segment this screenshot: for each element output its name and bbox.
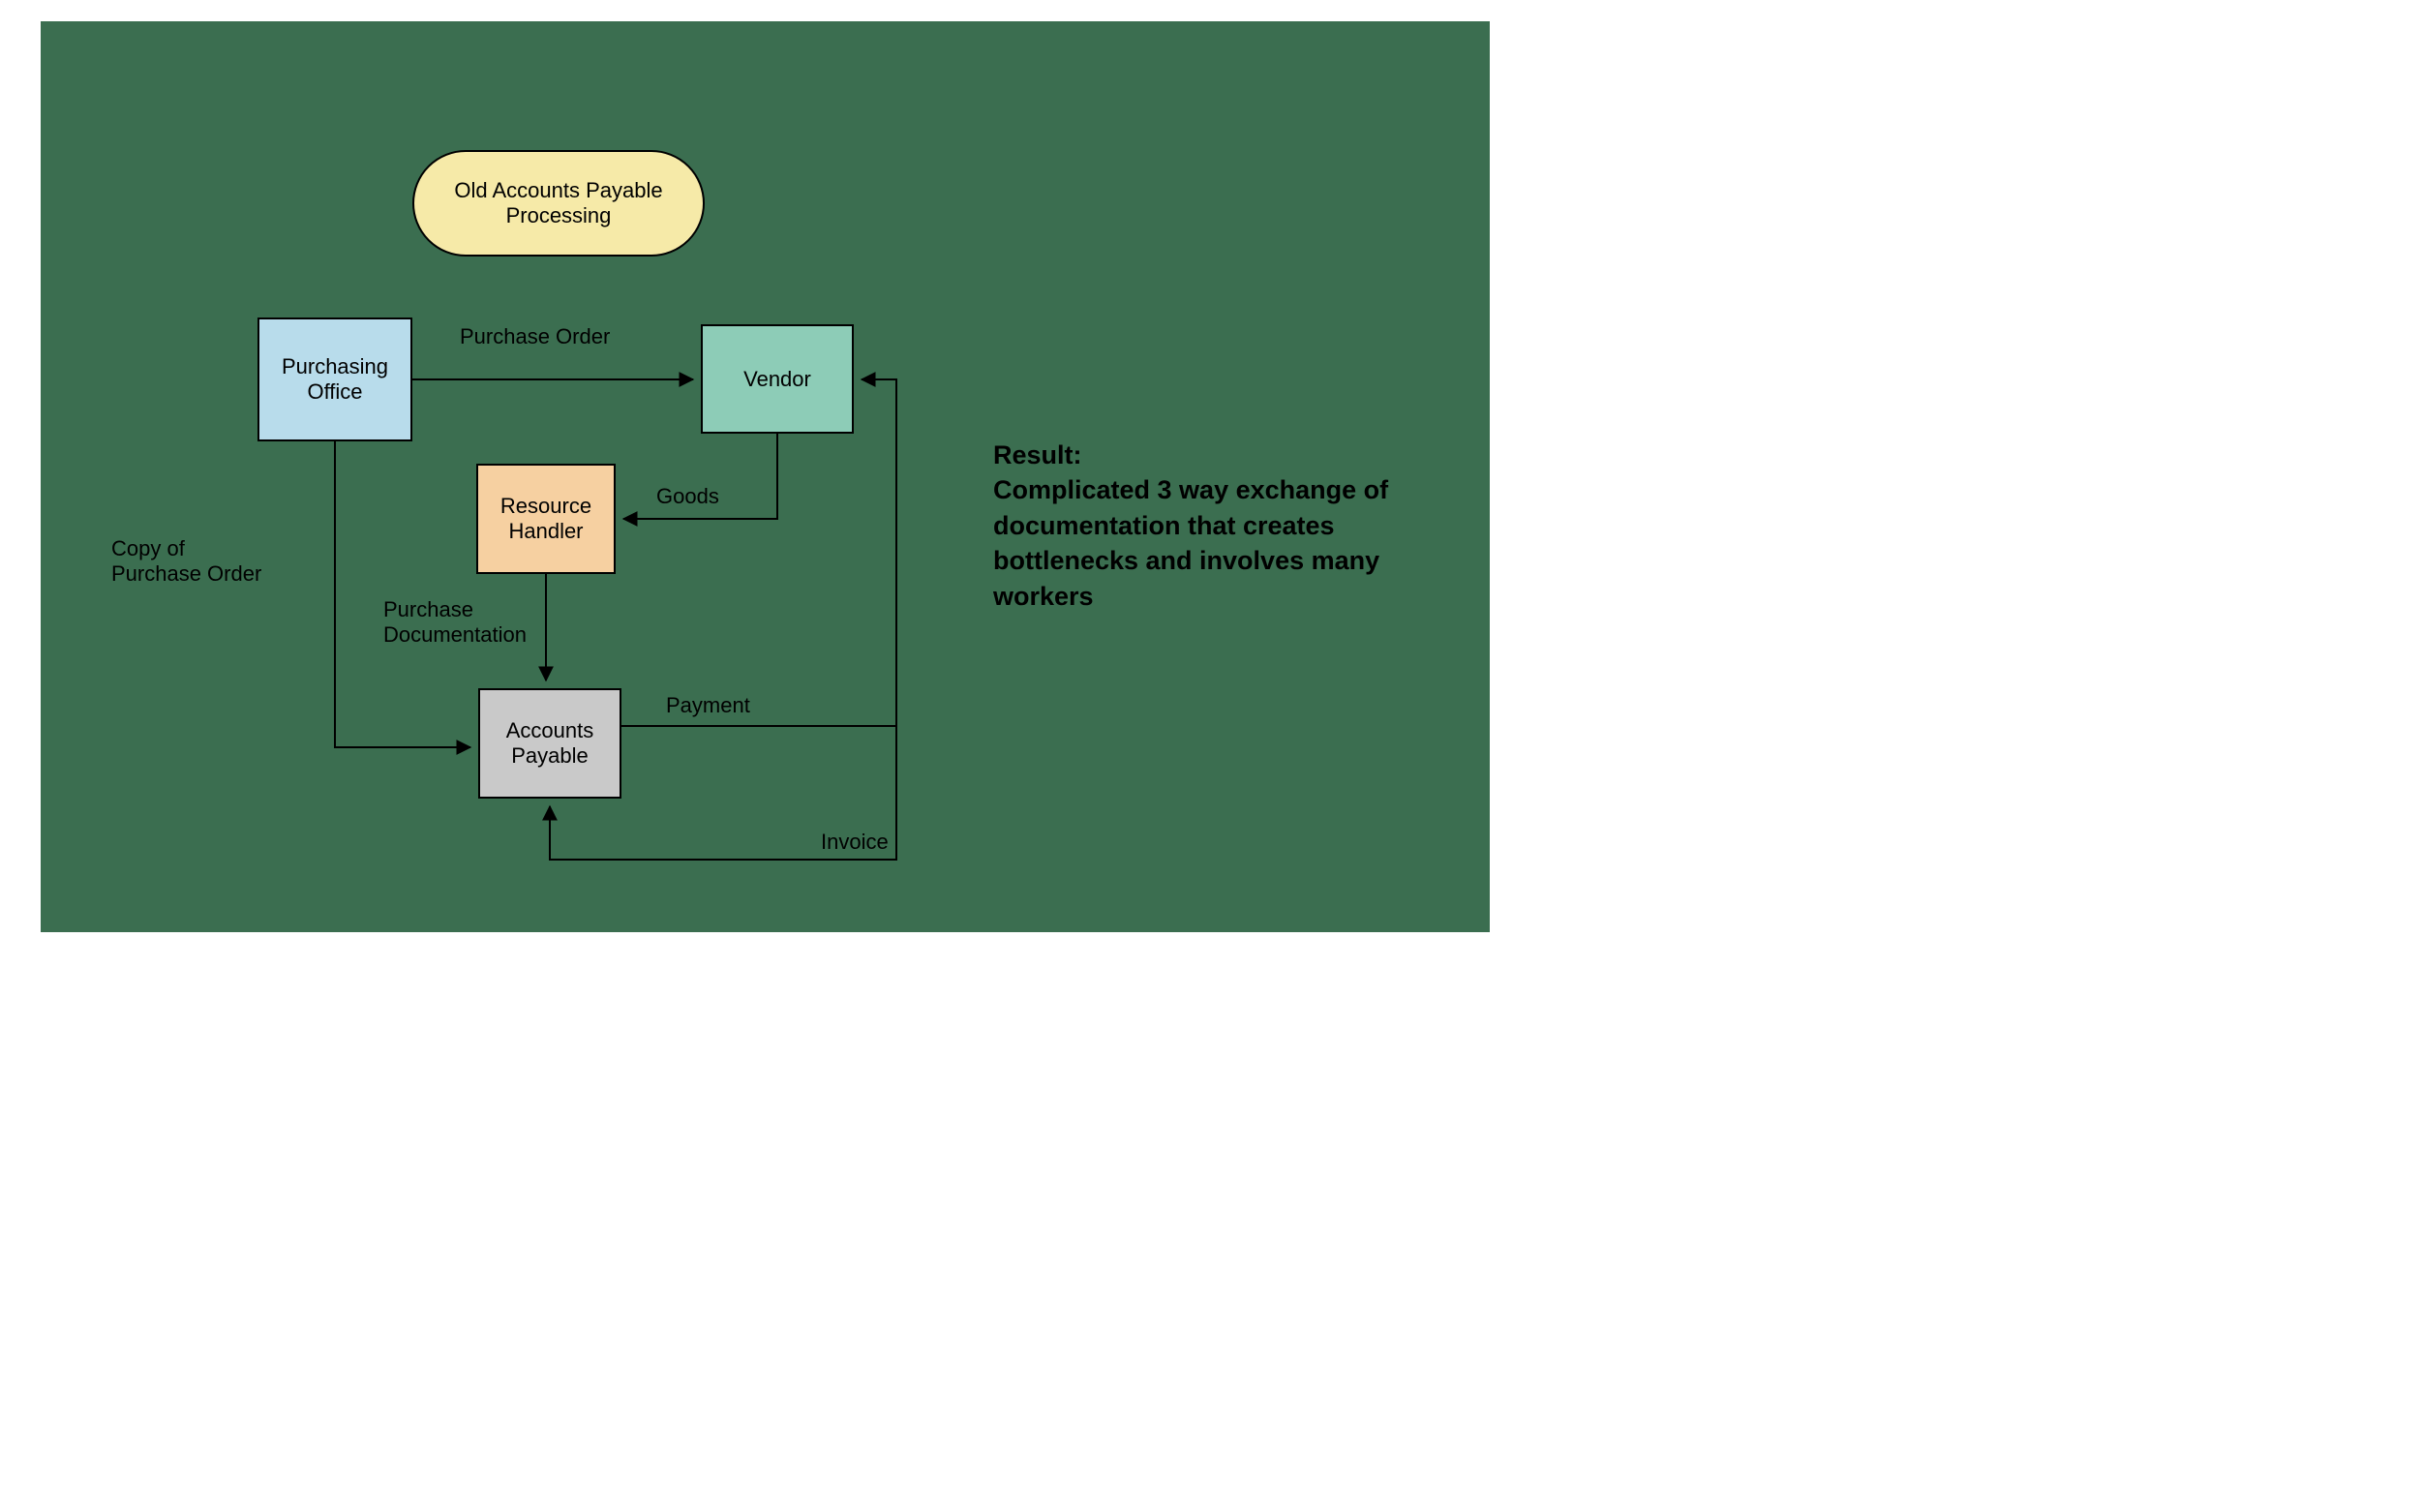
- accounts-payable-node: Accounts Payable: [478, 688, 621, 799]
- result-text: Result: Complicated 3 way exchange of do…: [993, 438, 1409, 614]
- label-purchase-order: Purchase Order: [460, 324, 610, 349]
- resource-line1: Resource: [500, 494, 591, 518]
- result-heading: Result:: [993, 440, 1082, 469]
- title-line2: Processing: [506, 203, 612, 227]
- label-copy-purchase-order: Copy of Purchase Order: [111, 536, 261, 588]
- label-purchase-documentation: Purchase Documentation: [383, 597, 527, 649]
- accounts-line1: Accounts: [506, 718, 594, 742]
- vendor-line1: Vendor: [743, 367, 811, 391]
- label-payment: Payment: [666, 693, 750, 718]
- purchasing-office-node: Purchasing Office: [257, 318, 412, 441]
- accounts-line2: Payable: [511, 743, 589, 768]
- title-line1: Old Accounts Payable: [454, 178, 662, 202]
- purchasing-line2: Office: [307, 379, 362, 404]
- resource-handler-node: Resource Handler: [476, 464, 616, 574]
- title-node: Old Accounts Payable Processing: [412, 150, 705, 257]
- vendor-node: Vendor: [701, 324, 854, 434]
- purchasing-line1: Purchasing: [282, 354, 388, 378]
- resource-line2: Handler: [508, 519, 583, 543]
- result-body: Complicated 3 way exchange of documentat…: [993, 475, 1388, 610]
- label-invoice: Invoice: [821, 830, 889, 855]
- label-goods: Goods: [656, 484, 719, 509]
- diagram-canvas: Old Accounts Payable Processing Purchasi…: [0, 0, 1490, 932]
